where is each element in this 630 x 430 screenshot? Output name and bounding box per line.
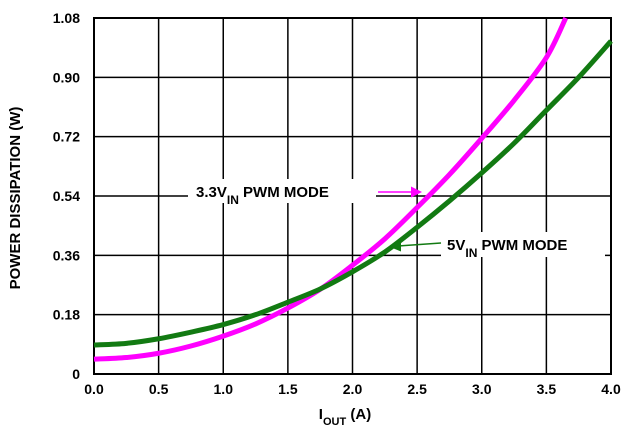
x-tick-label: 1.0 <box>214 381 234 397</box>
series-line-5v <box>93 39 613 348</box>
y-tick-label: 1.08 <box>53 10 80 26</box>
y-tick-label: 0.72 <box>53 129 80 145</box>
x-axis-label-unit: (A) <box>346 406 371 423</box>
x-axis-label-main: I <box>319 406 323 423</box>
y-tick-label: 0.36 <box>53 247 80 263</box>
y-tick-label: 0.54 <box>53 188 80 204</box>
legend-text-rest: PWM MODE <box>239 184 329 201</box>
legend-text-main: 3.3V <box>196 184 227 201</box>
x-tick-label: 3.5 <box>537 381 557 397</box>
legend-label-background <box>441 232 605 257</box>
y-axis-label: POWER DISSIPATION (W) <box>7 107 24 290</box>
x-axis-label: IOUT (A) <box>319 406 371 428</box>
legend-arrow <box>397 242 442 247</box>
x-tick-label: 0.0 <box>84 381 104 397</box>
legend-text-rest: PWM MODE <box>477 237 567 254</box>
x-tick-label: 3.0 <box>472 381 492 397</box>
x-tick-label: 0.5 <box>149 381 169 397</box>
y-tick-label: 0.90 <box>53 69 80 85</box>
x-tick-label: 2.5 <box>407 381 427 397</box>
x-tick-label: 2.0 <box>343 381 363 397</box>
y-tick-label: 0.18 <box>53 307 80 323</box>
y-tick-labels: 0 0.18 0.36 0.54 0.72 0.90 1.08 <box>53 10 80 382</box>
legend-label-background <box>188 179 376 203</box>
series-layer <box>93 16 613 362</box>
legend-3v3: 3.3VIN PWM MODE <box>188 179 422 207</box>
legend-arrowhead <box>390 240 401 252</box>
legend-text-main: 5V <box>447 237 465 254</box>
legend-text-sub: IN <box>465 246 477 260</box>
legend-text: 5VIN PWM MODE <box>447 237 567 260</box>
legend-5v: 5VIN PWM MODE <box>390 232 605 260</box>
x-tick-labels: 0.0 0.5 1.0 1.5 2.0 2.5 3.0 3.5 4.0 <box>84 381 621 397</box>
legend-text: 3.3VIN PWM MODE <box>196 184 329 207</box>
x-tick-label: 1.5 <box>278 381 298 397</box>
series-line-3v3 <box>93 16 569 362</box>
x-tick-label: 4.0 <box>601 381 621 397</box>
x-axis-label-sub: OUT <box>323 416 347 428</box>
legend-arrowhead <box>411 186 422 198</box>
y-tick-label: 0 <box>72 366 80 382</box>
legend-text-sub: IN <box>227 193 239 207</box>
